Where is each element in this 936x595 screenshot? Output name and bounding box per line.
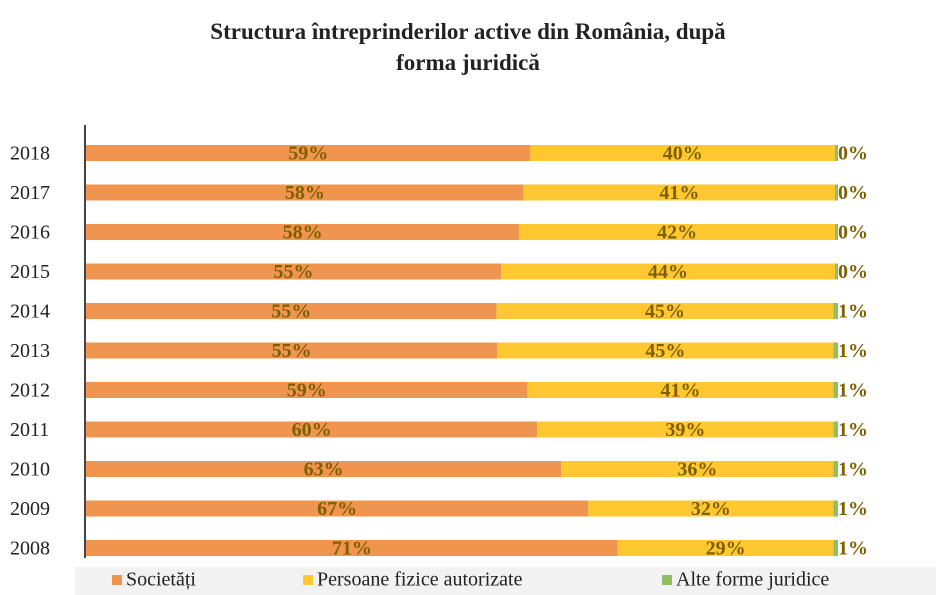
y-tick-label: 2009 [10,498,50,520]
y-tick-label: 2015 [10,261,50,283]
data-label: 1% [838,340,868,362]
bar-segment [833,303,838,319]
data-label: 55% [272,340,312,362]
bar-segment [833,342,838,359]
y-tick-label: 2014 [10,301,50,323]
data-label: 42% [657,222,697,244]
legend-swatch [303,575,313,585]
data-label: 1% [838,380,868,402]
data-label: 45% [645,301,685,323]
legend-background [75,567,936,595]
y-tick-label: 2012 [10,380,50,402]
bar-segment [833,461,838,477]
data-label: 0% [838,182,868,204]
data-label: 67% [317,498,357,520]
bar-segment [86,461,562,477]
data-label: 41% [659,182,699,204]
bar-segment [519,224,835,240]
y-tick-label: 2011 [10,419,49,441]
bar-segment [833,382,838,398]
bar-segment [523,184,835,201]
data-label: 1% [838,301,868,323]
bar-segment [834,145,838,161]
legend-label: Alte forme juridice [676,569,829,591]
bar-segment [833,421,838,438]
y-tick-label: 2018 [10,143,50,165]
bar-segment [86,421,538,438]
data-label: 0% [838,222,868,244]
bar-segment [833,540,838,556]
y-tick-label: 2010 [10,459,50,481]
data-label: 32% [691,498,731,520]
legend-swatch [112,575,122,585]
data-label: 58% [285,182,325,204]
bar-segment [834,184,838,201]
bar-segment [86,382,528,398]
bar-segment [530,145,835,161]
data-label: 71% [332,538,372,560]
bar-segment [86,540,618,556]
bar-segment [561,461,834,477]
data-label: 1% [838,498,868,520]
bar-segment [834,263,838,280]
data-label: 59% [287,380,327,402]
bar-segment [86,145,531,161]
data-label: 59% [288,143,328,165]
y-tick-label: 2008 [10,538,50,560]
data-label: 55% [271,301,311,323]
data-label: 60% [292,419,332,441]
data-label: 0% [838,261,868,283]
bar-segment [588,500,834,517]
data-label: 41% [660,380,700,402]
data-label: 58% [283,222,323,244]
data-label: 36% [677,459,717,481]
data-label: 1% [838,538,868,560]
bar-segment [86,263,502,280]
bar-segment [497,342,834,359]
data-label: 1% [838,419,868,441]
bar-segment [833,500,838,517]
data-label: 40% [663,143,703,165]
legend-label: Societăți [126,569,196,591]
data-label: 1% [838,459,868,481]
data-label: 45% [645,340,685,362]
bar-segment [537,421,834,438]
data-label: 55% [274,261,314,283]
data-label: 0% [838,143,868,165]
bar-segment [527,382,834,398]
bar-segment [86,224,520,240]
bar-segment [86,184,524,201]
y-tick-label: 2016 [10,222,50,244]
data-label: 29% [706,538,746,560]
data-label: 44% [648,261,688,283]
bar-segment [86,303,497,319]
legend-label: Persoane fizice autorizate [317,569,523,591]
chart-title: Structura întreprinderilor active din Ro… [210,19,726,75]
data-label: 63% [304,459,344,481]
y-tick-label: 2017 [10,182,50,204]
y-tick-label: 2013 [10,340,50,362]
bar-segment [496,303,834,319]
bar-segment [86,342,498,359]
bar-segment [501,263,835,280]
data-label: 39% [665,419,705,441]
legend-swatch [662,575,672,585]
bar-segment [834,224,838,240]
bar-segment [86,500,589,517]
bar-segment [617,540,834,556]
